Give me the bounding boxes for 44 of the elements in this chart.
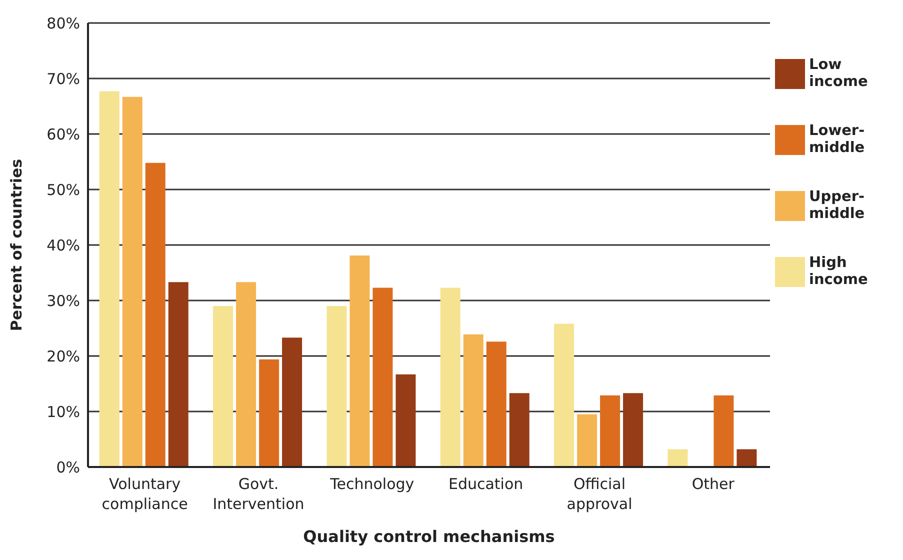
bar — [99, 91, 120, 467]
x-tick-label: Education — [448, 475, 524, 493]
bar — [509, 393, 530, 467]
legend-label: High income — [809, 254, 869, 289]
y-tick-label: 30% — [46, 292, 80, 310]
bar — [168, 282, 188, 467]
y-tick-label: 10% — [46, 402, 80, 421]
bar — [714, 395, 734, 467]
bar — [396, 374, 416, 467]
bar — [668, 449, 688, 467]
x-tick-label: Official approval — [566, 475, 632, 513]
x-tick-label: Voluntary compliance — [102, 475, 188, 513]
y-tick-label: 40% — [46, 236, 80, 254]
bar — [440, 288, 460, 467]
y-tick-label: 80% — [46, 14, 80, 32]
bar — [259, 359, 280, 467]
bar — [282, 338, 302, 467]
bar — [145, 162, 166, 467]
bar — [350, 256, 370, 467]
bar — [736, 449, 757, 467]
x-axis-title: Quality control mechanisms — [303, 527, 555, 546]
x-tick-label: Govt. Intervention — [212, 475, 304, 513]
bar — [463, 334, 484, 467]
bar — [554, 324, 574, 467]
bar — [600, 395, 620, 467]
legend-label: Low income — [809, 56, 869, 91]
bar — [372, 288, 393, 467]
y-tick-label: 20% — [46, 347, 80, 366]
bar — [577, 414, 598, 467]
bar — [122, 96, 142, 467]
y-tick-label: 50% — [46, 180, 80, 199]
legend-label: Lower-middle — [809, 122, 866, 157]
bar — [326, 306, 347, 467]
bar — [623, 393, 644, 467]
y-axis-title: Percent of countries — [7, 158, 26, 332]
legend-label: Upper-middle — [809, 188, 866, 223]
y-tick-label: 60% — [46, 125, 80, 144]
y-tick-label: 0% — [56, 458, 80, 476]
bar — [213, 306, 234, 467]
x-tick-label: Technology — [329, 475, 414, 493]
x-tick-label: Other — [692, 475, 736, 493]
bar — [236, 282, 256, 467]
bar — [486, 342, 506, 467]
y-tick-label: 70% — [46, 70, 80, 88]
